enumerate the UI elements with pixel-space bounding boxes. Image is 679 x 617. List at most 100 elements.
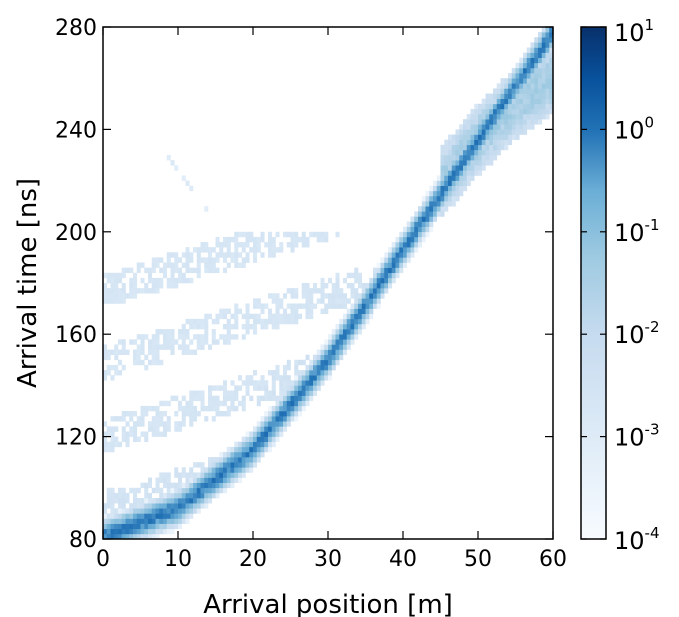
heatmap-cell bbox=[474, 103, 479, 110]
heatmap-cell bbox=[268, 446, 273, 453]
heatmap-cell bbox=[155, 354, 160, 361]
heatmap-cell bbox=[286, 421, 291, 427]
heatmap-cell bbox=[448, 195, 453, 202]
heatmap-cell bbox=[463, 144, 468, 151]
heatmap-cell bbox=[234, 451, 239, 458]
heatmap-cell bbox=[451, 139, 456, 146]
heatmap-cell bbox=[151, 416, 156, 422]
heatmap-cell bbox=[110, 436, 115, 443]
heatmap-cell bbox=[181, 467, 186, 473]
heatmap-cell bbox=[508, 129, 513, 135]
heatmap-cell bbox=[245, 236, 250, 243]
heatmap-cell bbox=[174, 492, 179, 499]
heatmap-cell bbox=[193, 498, 198, 504]
heatmap-cell bbox=[166, 518, 171, 524]
heatmap-cell bbox=[298, 380, 303, 386]
heatmap-cell bbox=[114, 283, 119, 289]
heatmap-cell bbox=[174, 426, 179, 432]
heatmap-cell bbox=[148, 272, 153, 279]
heatmap-cell bbox=[305, 354, 310, 361]
heatmap-cell bbox=[136, 528, 141, 535]
heatmap-cell bbox=[226, 308, 231, 315]
heatmap-cell bbox=[256, 431, 261, 437]
heatmap-cell bbox=[148, 421, 153, 427]
heatmap-cell bbox=[114, 272, 119, 279]
heatmap-cell bbox=[136, 436, 141, 443]
heatmap-cell bbox=[515, 88, 520, 94]
heatmap-cell bbox=[538, 103, 543, 110]
heatmap-cell bbox=[455, 170, 460, 176]
heatmap-cell bbox=[271, 395, 276, 402]
heatmap-cell bbox=[500, 98, 505, 105]
heatmap-cell bbox=[335, 298, 340, 304]
heatmap-cell bbox=[350, 308, 355, 315]
heatmap-cell bbox=[549, 78, 553, 84]
heatmap-cell bbox=[155, 482, 160, 489]
heatmap-cell bbox=[118, 370, 123, 376]
heatmap-cell bbox=[144, 487, 149, 494]
heatmap-cell bbox=[444, 155, 449, 161]
heatmap-cell bbox=[305, 242, 310, 248]
heatmap-cell bbox=[271, 421, 276, 427]
heatmap-cell bbox=[114, 293, 119, 299]
heatmap-cell bbox=[110, 288, 115, 294]
heatmap-cell bbox=[103, 354, 108, 361]
heatmap-cell bbox=[181, 421, 186, 427]
heatmap-cell bbox=[511, 108, 516, 115]
heatmap-cell bbox=[523, 88, 528, 94]
heatmap-cell bbox=[204, 334, 209, 340]
heatmap-cell bbox=[466, 119, 471, 125]
heatmap-cell bbox=[343, 293, 348, 299]
heatmap-cell bbox=[380, 272, 385, 279]
heatmap-cell bbox=[549, 37, 553, 43]
heatmap-cell bbox=[234, 247, 239, 253]
heatmap-cell bbox=[429, 221, 434, 227]
heatmap-cell bbox=[159, 498, 164, 504]
heatmap-cell bbox=[346, 323, 351, 330]
heatmap-cell bbox=[211, 400, 216, 407]
heatmap-cell bbox=[279, 385, 284, 391]
heatmap-cell bbox=[459, 155, 464, 161]
heatmap-cell bbox=[459, 144, 464, 151]
heatmap-cell bbox=[526, 124, 531, 130]
heatmap-cell bbox=[148, 513, 153, 519]
heatmap-cell bbox=[519, 88, 524, 94]
heatmap-cell bbox=[335, 323, 340, 330]
heatmap-cell bbox=[343, 334, 348, 340]
heatmap-cell bbox=[511, 78, 516, 84]
heatmap-cell bbox=[538, 32, 543, 38]
heatmap-cell bbox=[358, 313, 363, 320]
heatmap-cell bbox=[196, 272, 201, 279]
heatmap-cell bbox=[241, 395, 246, 402]
heatmap-cell bbox=[526, 52, 531, 59]
heatmap-cell bbox=[256, 380, 261, 386]
heatmap-cell bbox=[350, 339, 355, 345]
heatmap-cell bbox=[331, 288, 336, 294]
heatmap-cell bbox=[485, 124, 490, 130]
y-tick-label: 80 bbox=[69, 528, 97, 553]
heatmap-cell bbox=[211, 267, 216, 274]
heatmap-cell bbox=[155, 257, 160, 263]
heatmap-cell bbox=[455, 180, 460, 187]
heatmap-cell bbox=[425, 211, 430, 217]
heatmap-cell bbox=[496, 139, 501, 146]
heatmap-cell bbox=[275, 308, 280, 315]
heatmap-cell bbox=[151, 405, 156, 412]
heatmap-cell bbox=[189, 318, 194, 325]
heatmap-cell bbox=[264, 441, 269, 448]
heatmap-cell bbox=[455, 129, 460, 135]
heatmap-cell bbox=[331, 293, 336, 299]
heatmap-cell bbox=[534, 62, 539, 69]
colorbar-tick-label: 10-2 bbox=[614, 318, 660, 349]
heatmap-cell bbox=[106, 533, 111, 539]
heatmap-cell bbox=[121, 364, 126, 371]
heatmap-cell bbox=[223, 395, 228, 402]
heatmap-cell bbox=[159, 421, 164, 427]
heatmap-cell bbox=[193, 462, 198, 468]
heatmap-cell bbox=[515, 73, 520, 79]
heatmap-cell bbox=[290, 288, 295, 294]
heatmap-cell bbox=[354, 329, 359, 335]
heatmap-cell bbox=[271, 390, 276, 396]
heatmap-cell bbox=[163, 482, 168, 489]
